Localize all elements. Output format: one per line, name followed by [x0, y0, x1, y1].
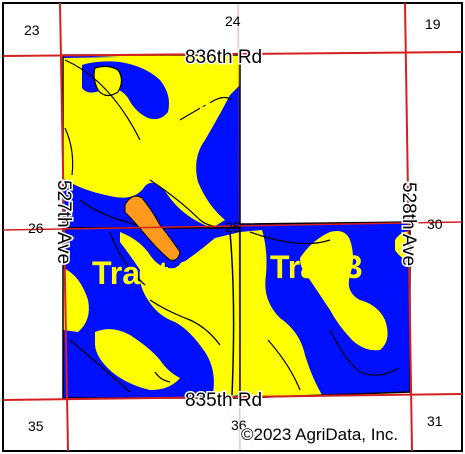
tract-1-label: 1 [198, 81, 216, 117]
tract-2-yellow-south [95, 329, 180, 390]
section-label: 26 [28, 220, 44, 236]
section-label: 31 [427, 413, 443, 429]
section-label: 23 [24, 22, 40, 38]
orange-soil-strip [124, 195, 181, 261]
road-label-east: 528th Ave [398, 182, 419, 266]
section-label: 19 [425, 16, 441, 32]
tract-3-yellow-east [395, 231, 410, 262]
tract-2-yellow-center [120, 232, 240, 398]
tract-3-yellow-west [240, 230, 322, 398]
road-label-north: 836th Rd [185, 47, 262, 68]
tract-2-field[interactable] [62, 227, 241, 399]
tract-1-yellow-pocket [93, 65, 123, 97]
tract-3-field[interactable] [239, 221, 411, 399]
section-label: 24 [225, 13, 241, 29]
section-label: 25 [225, 219, 241, 235]
section-label: 30 [427, 216, 443, 232]
copyright-text: ©2023 AgriData, Inc. [241, 425, 398, 444]
tract-3-label: Trac 3 [270, 249, 363, 285]
tract-2-label: Tract 2 [92, 255, 195, 291]
road-label-south: 835th Rd [185, 390, 262, 411]
section-label: 36 [231, 417, 247, 433]
tract-1-field[interactable] [62, 54, 241, 229]
section-label: 35 [28, 418, 44, 434]
tract-1-yellow-soil-a [63, 55, 240, 228]
road-label-west: 527th Ave [53, 180, 74, 264]
tract-3-yellow-center [300, 231, 388, 351]
tract-2-yellow-west [63, 268, 89, 332]
